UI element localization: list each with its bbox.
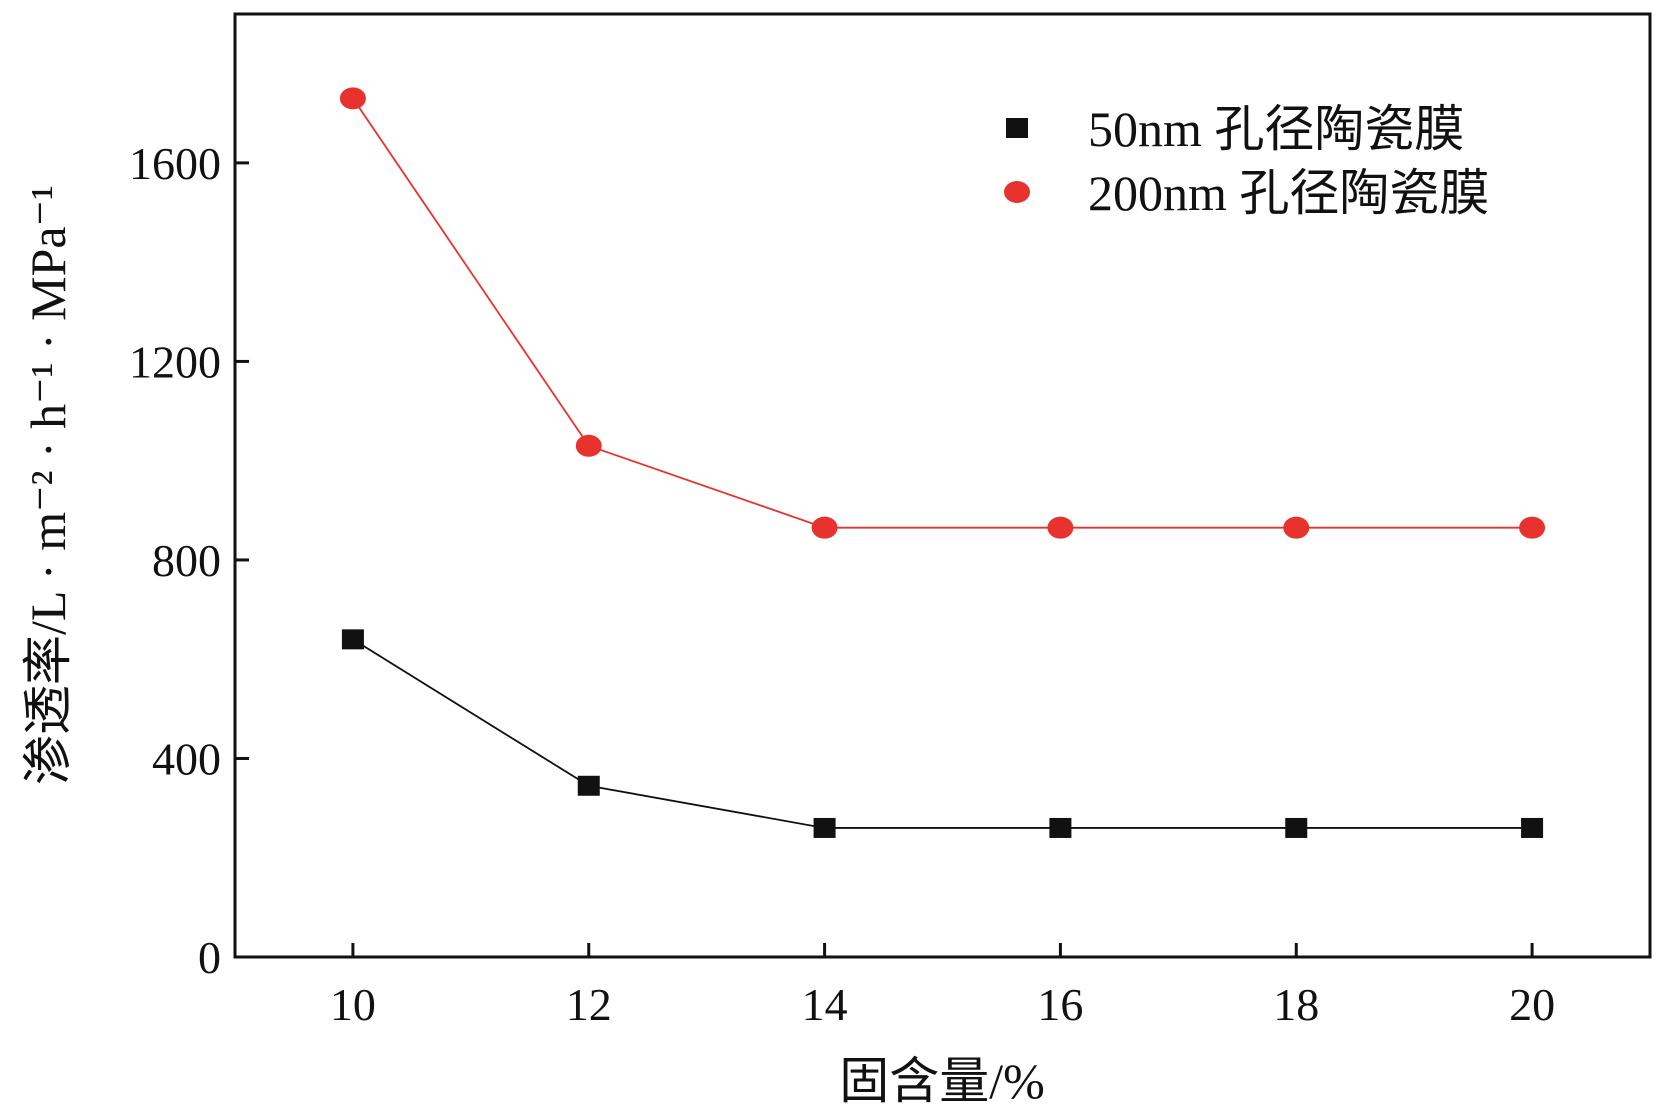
legend: 50nm 孔径陶瓷膜 200nm 孔径陶瓷膜 [1004, 101, 1489, 221]
data-point-square [1285, 817, 1308, 838]
x-tick-label: 12 [566, 979, 612, 1030]
x-tick-label: 16 [1037, 979, 1083, 1030]
data-point-circle [339, 87, 366, 110]
legend-marker-square [1006, 118, 1028, 138]
y-tick-label: 0 [198, 932, 221, 983]
data-point-circle [1519, 516, 1546, 539]
series-line-1 [352, 638, 1533, 829]
data-point-square [577, 775, 600, 796]
series-markers [339, 87, 1546, 838]
y-tick-label: 1600 [129, 138, 221, 189]
y-tick-label: 800 [152, 535, 221, 586]
x-tick-label: 14 [802, 979, 848, 1030]
data-point-square [1049, 817, 1072, 838]
data-point-circle [811, 516, 838, 539]
data-point-circle [1283, 516, 1310, 539]
series-line-2 [352, 97, 1533, 529]
data-point-square [1521, 817, 1544, 838]
data-point-circle [1047, 516, 1074, 539]
data-point-square [341, 629, 364, 650]
x-tick-label: 18 [1273, 979, 1319, 1030]
data-point-square [813, 817, 836, 838]
legend-marker-circle [1004, 181, 1030, 203]
legend-label: 200nm 孔径陶瓷膜 [1088, 165, 1489, 221]
x-axis-title: 固含量/% [839, 1053, 1045, 1109]
legend-label: 50nm 孔径陶瓷膜 [1088, 101, 1464, 157]
x-tick-label: 20 [1509, 979, 1555, 1030]
y-axis-title: 渗透率/L · m⁻² · h⁻¹ · MPa⁻¹ [20, 185, 76, 785]
plot-frame [233, 12, 1652, 959]
y-tick-label: 1200 [129, 336, 221, 387]
data-point-circle [575, 434, 602, 457]
x-tick-label: 10 [330, 979, 376, 1030]
y-tick-label: 400 [152, 733, 221, 784]
x-axis: 10 12 14 16 18 20 [330, 943, 1555, 1030]
series-lines [352, 97, 1533, 829]
y-axis: 0 400 800 1200 1600 [129, 138, 249, 983]
